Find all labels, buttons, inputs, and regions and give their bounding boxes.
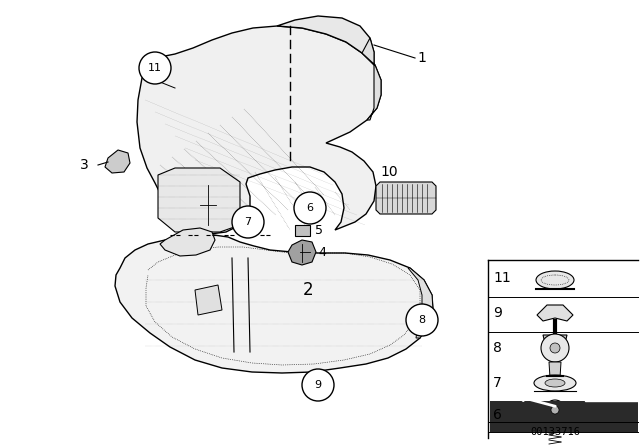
Polygon shape (295, 225, 310, 236)
Polygon shape (160, 228, 215, 256)
Polygon shape (543, 335, 567, 343)
Circle shape (551, 406, 559, 414)
Text: 4: 4 (318, 246, 326, 258)
Polygon shape (490, 401, 638, 432)
Ellipse shape (534, 375, 576, 391)
Polygon shape (277, 16, 374, 65)
Circle shape (232, 206, 264, 238)
Text: 9: 9 (493, 306, 502, 320)
Circle shape (545, 400, 565, 420)
Circle shape (139, 52, 171, 84)
Text: 00133716: 00133716 (530, 427, 580, 437)
Text: 1: 1 (417, 51, 426, 65)
Text: 8: 8 (419, 315, 426, 325)
Polygon shape (137, 26, 381, 234)
Circle shape (302, 369, 334, 401)
Polygon shape (105, 150, 130, 173)
Polygon shape (585, 393, 638, 401)
Text: 7: 7 (493, 376, 502, 390)
Text: 3: 3 (80, 158, 89, 172)
Ellipse shape (536, 271, 574, 289)
Polygon shape (195, 285, 222, 315)
Text: 6: 6 (493, 408, 502, 422)
Circle shape (406, 304, 438, 336)
Circle shape (541, 334, 569, 362)
Polygon shape (115, 235, 433, 373)
Circle shape (550, 343, 560, 353)
Polygon shape (408, 268, 433, 338)
Text: 8: 8 (493, 341, 502, 355)
Ellipse shape (545, 379, 565, 387)
Circle shape (294, 192, 326, 224)
Text: 11: 11 (493, 271, 511, 285)
Polygon shape (362, 38, 381, 120)
Text: 7: 7 (244, 217, 252, 227)
Text: 2: 2 (303, 281, 314, 299)
Text: 5: 5 (315, 224, 323, 237)
Polygon shape (288, 240, 316, 265)
Polygon shape (537, 305, 573, 321)
Text: 9: 9 (314, 380, 321, 390)
Text: 11: 11 (148, 63, 162, 73)
Text: 6: 6 (307, 203, 314, 213)
Polygon shape (549, 362, 561, 378)
Polygon shape (376, 182, 436, 214)
Polygon shape (158, 168, 240, 232)
Text: 10: 10 (380, 165, 397, 179)
